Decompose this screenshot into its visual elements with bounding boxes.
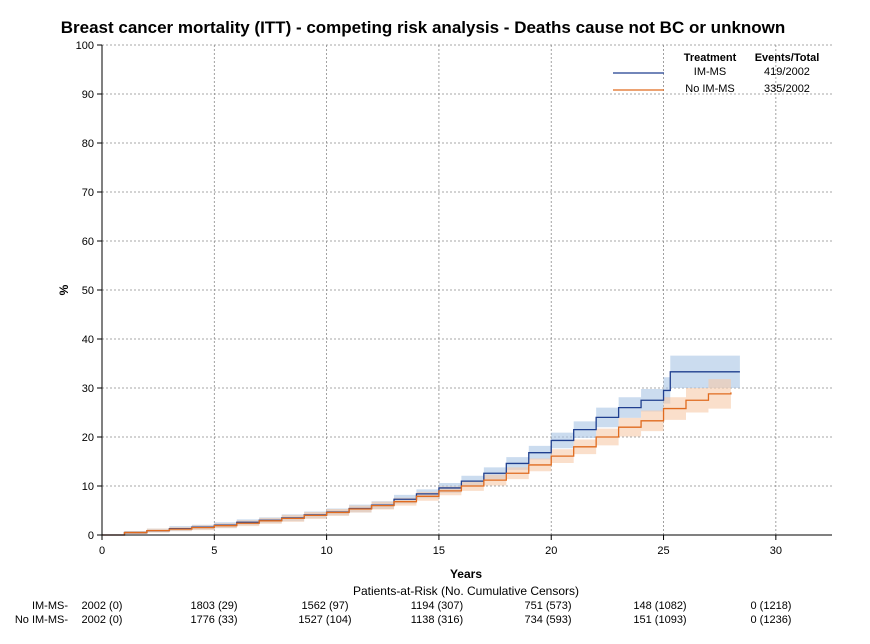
ci-band-im-ms [102,355,740,535]
legend-events-no-im-ms: 335/2002 [764,83,810,95]
risk-row-label: No IM-MS- [15,614,69,626]
y-tick-label: 0 [88,530,94,542]
chart-title: Breast cancer mortality (ITT) - competin… [61,18,786,37]
y-tick-label: 30 [82,383,94,395]
legend-label-im-ms: IM-MS [694,66,726,78]
risk-cell: 148 (1082) [633,600,686,612]
y-axis-label: % [57,284,71,295]
legend-header-treatment: Treatment [684,52,737,64]
risk-cell: 1562 (97) [301,600,348,612]
risk-cell: 1776 (33) [190,614,237,626]
risk-table-title: Patients-at-Risk (No. Cumulative Censors… [353,584,579,598]
x-tick-label: 30 [770,545,782,557]
legend-header-events: Events/Total [755,52,820,64]
risk-cell: 2002 (0) [82,614,123,626]
risk-cell: 0 (1218) [751,600,792,612]
risk-cell: 1803 (29) [190,600,237,612]
x-axis-label: Years [450,567,482,581]
y-tick-label: 50 [82,285,94,297]
ci-band-no-im-ms [102,376,731,535]
risk-cell: 1194 (307) [411,600,463,612]
risk-cell: 151 (1093) [633,614,686,626]
y-tick-label: 60 [82,236,94,248]
risk-table: IM-MS- 2002 (0) 1803 (29) 1562 (97) 1194 (30… [15,600,792,626]
y-tick-label: 20 [82,432,94,444]
risk-cell: 0 (1236) [751,614,792,626]
y-tick-label: 90 [82,89,94,101]
risk-cell: 734 (593) [524,614,571,626]
y-tick-label: 40 [82,334,94,346]
x-tick-label: 25 [657,545,669,557]
risk-cell: 2002 (0) [82,600,123,612]
legend: Treatment Events/Total IM-MS 419/2002 No… [613,52,819,95]
x-tick-label: 15 [433,545,445,557]
x-tick-label: 5 [211,545,217,557]
legend-events-im-ms: 419/2002 [764,66,810,78]
x-tick-label: 10 [320,545,332,557]
risk-row-label: IM-MS- [32,600,68,612]
risk-cell: 751 (573) [524,600,571,612]
risk-cell: 1138 (316) [411,614,463,626]
plot-area: 0 10 20 30 40 50 60 70 80 90 100 0 5 10 15 20 25 30 [76,40,832,557]
x-tick-label: 20 [545,545,557,557]
y-tick-label: 70 [82,187,94,199]
risk-cell: 1527 (104) [298,614,351,626]
x-tick-label: 0 [99,545,105,557]
y-tick-label: 10 [82,481,94,493]
y-tick-label: 100 [76,40,94,52]
legend-label-no-im-ms: No IM-MS [685,83,735,95]
series-line-no-im-ms [102,392,732,536]
y-tick-label: 80 [82,138,94,150]
